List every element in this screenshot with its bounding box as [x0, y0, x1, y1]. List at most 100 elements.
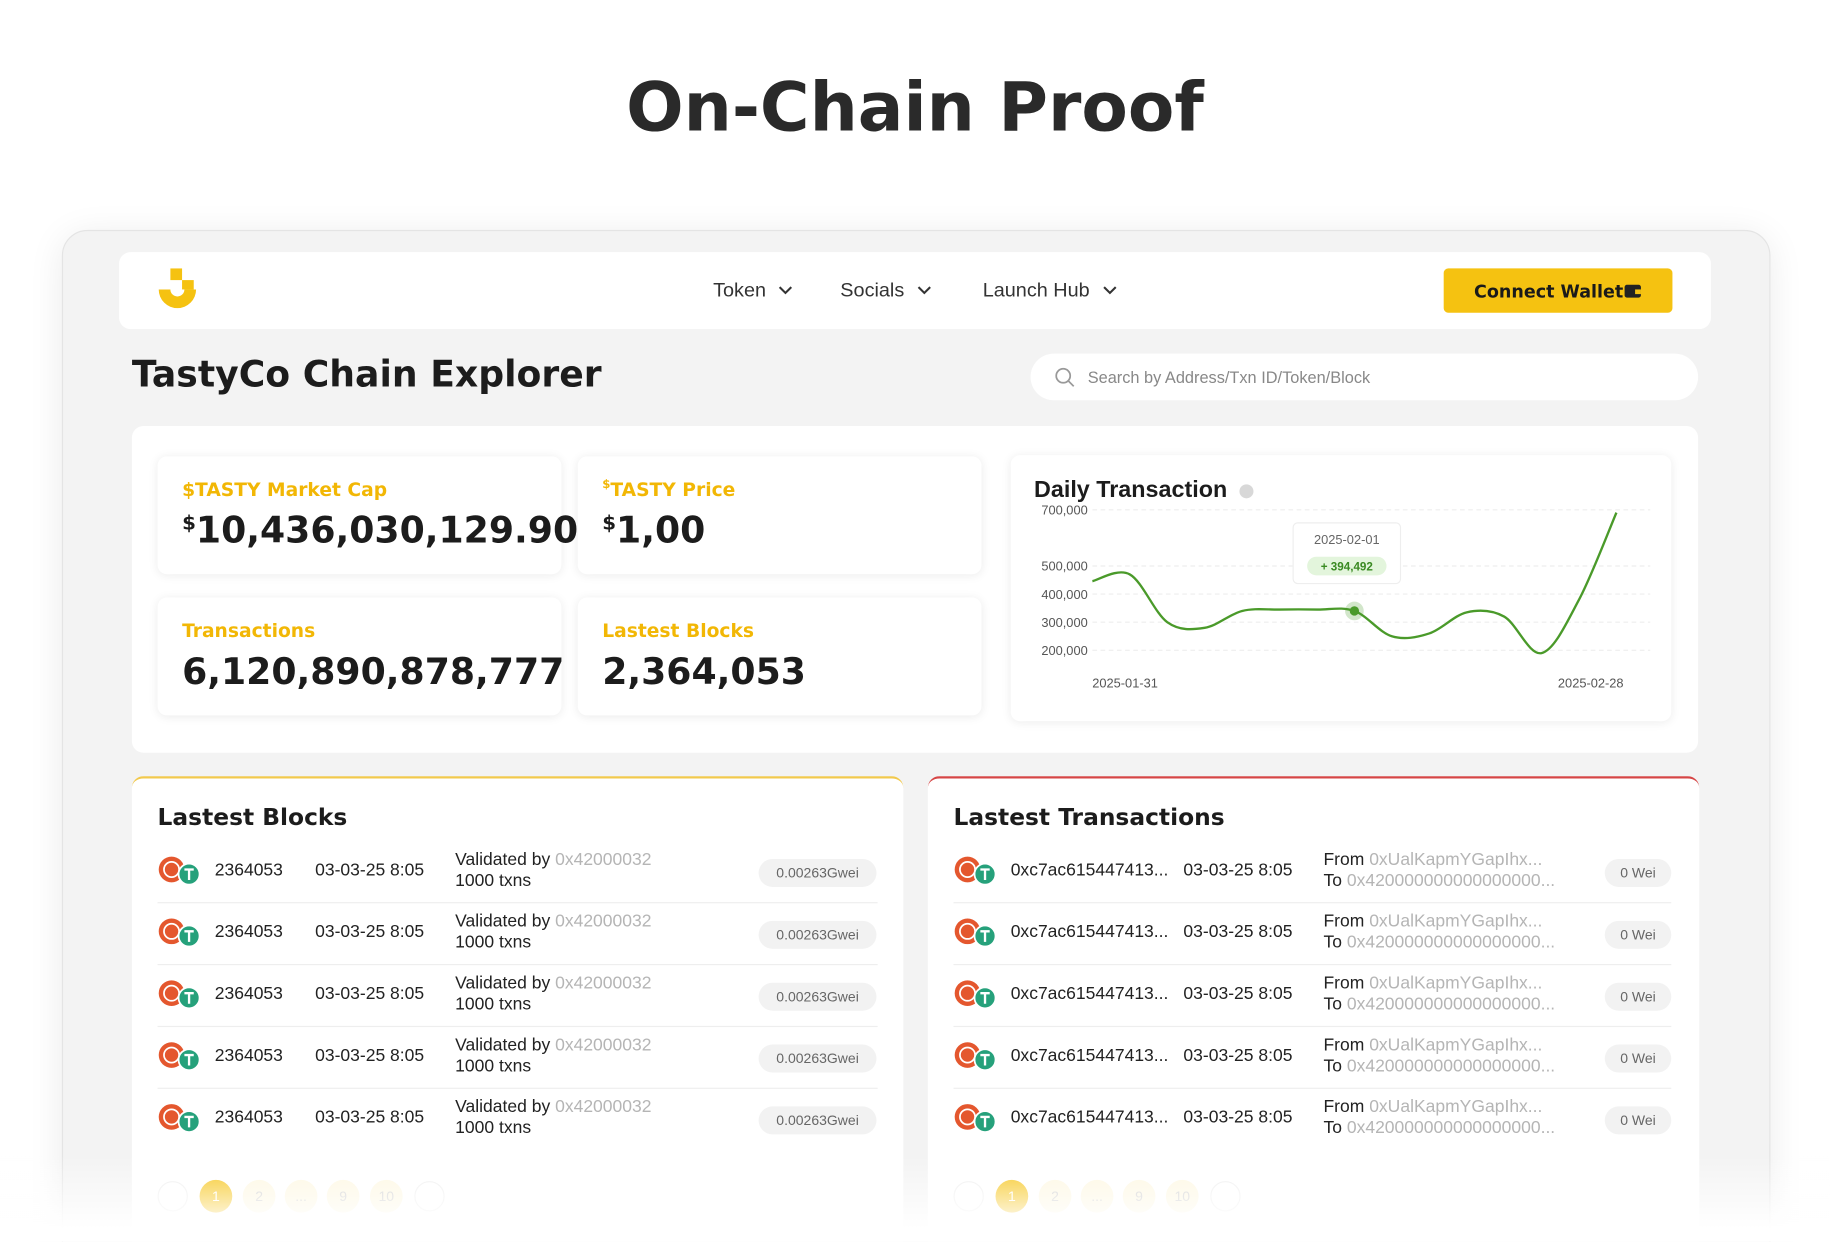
token-b-mark [184, 992, 194, 1004]
token-pair-icon [954, 856, 997, 886]
stat-value-prefix: $ [182, 511, 196, 536]
fee-pill: 0.00263Gwei [758, 1044, 877, 1073]
txn-count: 1000 txns [455, 932, 532, 953]
stat-label-text: TASTY Price [610, 478, 736, 501]
chevron-path [917, 286, 931, 295]
nav-label: Socials [840, 278, 905, 302]
tx-hash: 0xc7ac615447413... [1010, 922, 1169, 942]
validated-label: Validated by [455, 1035, 551, 1056]
tx-time: 03-03-25 8:05 [1183, 1045, 1293, 1066]
txn-count: 1000 txns [455, 1056, 532, 1077]
row-separator [953, 1087, 1672, 1089]
stat-label: Transactions [182, 620, 315, 642]
fee-pill: 0.00263Gwei [758, 982, 877, 1011]
stat-label: $TASTY Market Cap [182, 479, 387, 501]
chart-title: Daily Transaction [1034, 476, 1227, 502]
token-b-mark [980, 1053, 990, 1066]
tooltip-date: 2025-02-01 [1314, 532, 1380, 547]
validated-label: Validated by [455, 973, 551, 994]
validator-address: 0x42000032 [555, 1097, 652, 1117]
block-time: 03-03-25 8:05 [315, 1107, 425, 1128]
block-time: 03-03-25 8:05 [315, 983, 425, 1004]
to-label: To [1323, 870, 1342, 891]
to-address: 0x420000000000000000... [1346, 994, 1556, 1015]
block-number: 2364053 [214, 1045, 283, 1066]
nav-item[interactable]: Launch Hub [983, 279, 1118, 302]
stat-label-text: Lastest Blocks [602, 619, 755, 642]
row-separator [953, 964, 1672, 966]
stat-value: 2,364,053 [602, 651, 806, 693]
stat-label-text: $TASTY Market Cap [182, 478, 388, 501]
from-address: 0xUalKapmYGapIhx... [1369, 973, 1543, 994]
tooltip-value: + 394,492 [1321, 561, 1374, 574]
tx-from: From 0xUalKapmYGapIhx... [1323, 850, 1542, 870]
stat-label: $TASTY Price [602, 479, 735, 501]
token-b-mark [184, 1053, 194, 1066]
tx-hash: 0xc7ac615447413... [1010, 860, 1169, 880]
to-label: To [1323, 1118, 1342, 1138]
validated-label: Validated by [455, 911, 551, 932]
validator-address: 0x42000032 [555, 849, 652, 870]
validated-by: Validated by 0x42000032 [455, 1097, 651, 1117]
nav-label: Token [713, 278, 767, 302]
tx-from: From 0xUalKapmYGapIhx... [1323, 1035, 1542, 1055]
fee-pill: 0.00263Gwei [758, 920, 877, 949]
block-number: 2364053 [214, 983, 283, 1004]
bottom-fade [0, 1155, 1830, 1242]
y-tick-label: 400,000 [1041, 587, 1087, 602]
logo [158, 268, 197, 309]
validator-address: 0x42000032 [555, 911, 652, 932]
token-b-mark [980, 868, 990, 880]
token-b-mark [980, 1115, 990, 1128]
from-address: 0xUalKapmYGapIhx... [1369, 1035, 1543, 1056]
stat-card: Transactions 6,120,890,878,777 [157, 597, 565, 716]
stat-value-prefix: $ [602, 511, 617, 536]
stat-label-prefix: $ [602, 478, 611, 492]
token-b-mark [184, 930, 194, 942]
token-pair-icon [158, 1104, 201, 1133]
tx-hash: 0xc7ac615447413... [1010, 1107, 1169, 1128]
y-tick-label: 500,000 [1041, 559, 1087, 574]
stat-value: $1,00 [602, 510, 705, 552]
value-pill: 0 Wei [1604, 982, 1672, 1011]
block-number: 2364053 [214, 922, 283, 942]
tooltip-badge [1307, 556, 1387, 576]
tx-from: From 0xUalKapmYGapIhx... [1323, 911, 1542, 931]
search-placeholder: Search by Address/Txn ID/Token/Block [1087, 367, 1371, 387]
tx-hash: 0xc7ac615447413... [1010, 983, 1169, 1004]
tx-time: 03-03-25 8:05 [1183, 983, 1293, 1004]
to-address: 0x420000000000000000... [1346, 1118, 1556, 1138]
row-separator [157, 902, 878, 904]
nav-item[interactable]: Token [713, 279, 794, 302]
from-label: From [1323, 849, 1365, 870]
x-tick-label: 2025-02-28 [1558, 675, 1624, 690]
from-address: 0xUalKapmYGapIhx... [1369, 911, 1543, 932]
row-separator [953, 1025, 1672, 1028]
highlight-point [1349, 606, 1360, 616]
chevron-path [1102, 286, 1117, 295]
block-number: 2364053 [214, 860, 283, 880]
token-pair-icon [158, 918, 201, 948]
tx-to: To 0x420000000000000000... [1323, 1056, 1555, 1076]
to-address: 0x420000000000000000... [1346, 1056, 1556, 1077]
tx-to: To 0x420000000000000000... [1323, 933, 1555, 953]
tx-to: To 0x420000000000000000... [1323, 994, 1555, 1014]
search-icon [1055, 367, 1075, 387]
from-label: From [1323, 973, 1365, 994]
search-bar[interactable]: Search by Address/Txn ID/Token/Block [1030, 353, 1699, 401]
fee-pill: 0.00263Gwei [758, 858, 877, 887]
stat-value-text: 6,120,890,878,777 [182, 651, 565, 694]
nav-item[interactable]: Socials [840, 279, 932, 302]
y-tick-label: 200,000 [1041, 643, 1087, 658]
nav-label: Launch Hub [982, 278, 1090, 302]
tx-time: 03-03-25 8:05 [1183, 922, 1293, 942]
connect-wallet-button[interactable]: Connect Wallet [1443, 268, 1673, 313]
value-pill: 0 Wei [1604, 1106, 1672, 1135]
validated-label: Validated by [455, 849, 551, 870]
info-icon [1239, 484, 1254, 499]
token-pair-icon [158, 856, 201, 886]
tx-to: To 0x420000000000000000... [1323, 871, 1555, 891]
validated-by: Validated by 0x42000032 [455, 1035, 651, 1055]
